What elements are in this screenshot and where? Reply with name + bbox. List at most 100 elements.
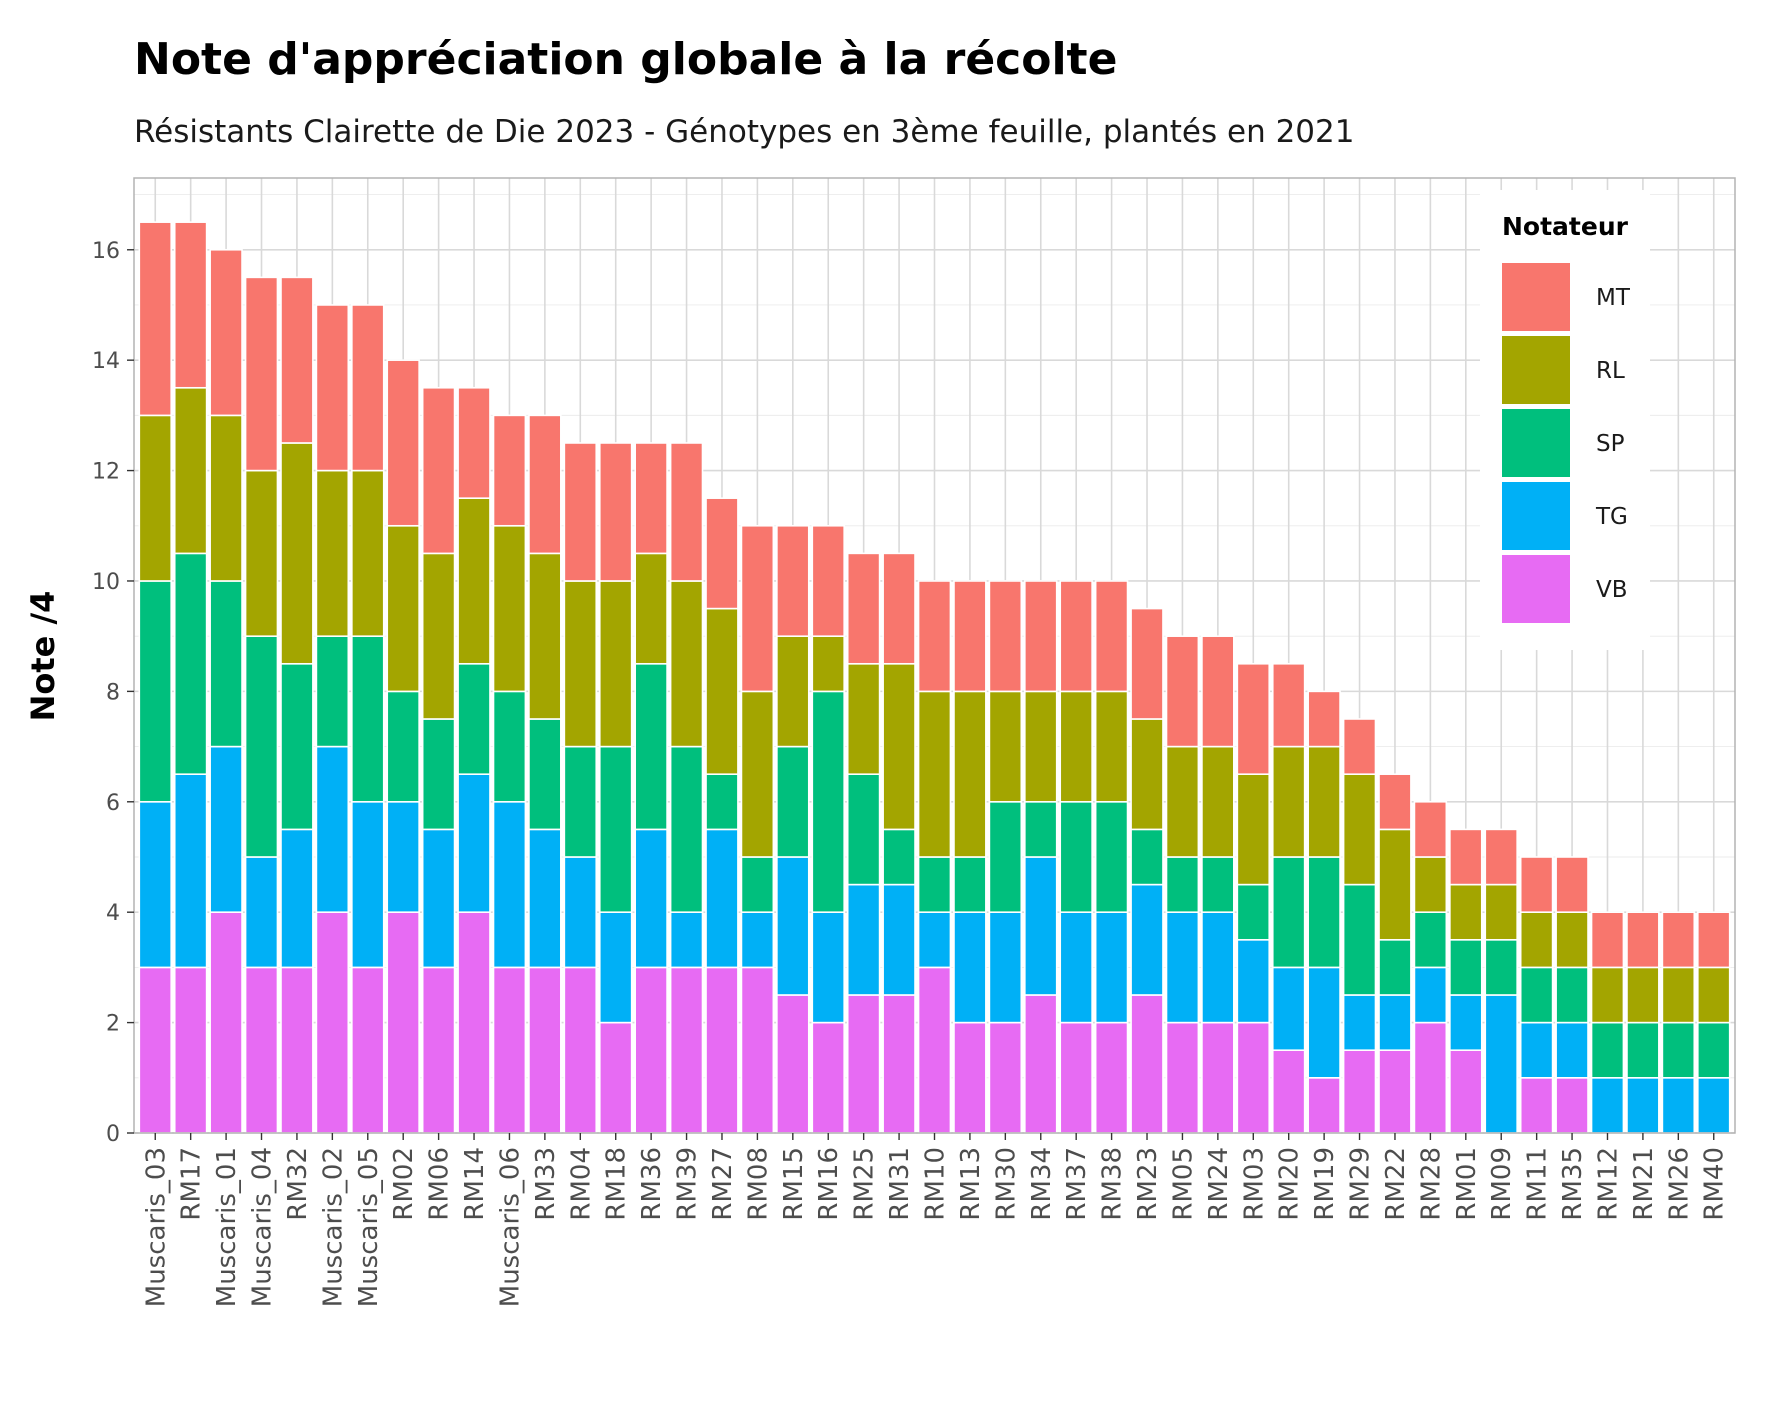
x-tick-label: RM05 <box>1168 1147 1198 1221</box>
bar-segment-tg <box>1449 994 1483 1051</box>
bar-segment-vb <box>846 994 881 1134</box>
bar-segment-sp <box>846 773 881 886</box>
bar-segment-mt <box>280 276 314 444</box>
bar-segment-vb <box>988 1021 1023 1134</box>
x-tick-label: Muscaris_04 <box>248 1147 278 1307</box>
bar-segment-mt <box>740 524 775 693</box>
y-tick-label: 0 <box>106 1122 120 1147</box>
bar-segment-sp <box>1449 938 1483 996</box>
bar-segment-vb <box>740 966 775 1134</box>
bar-segment-sp <box>953 856 987 913</box>
bar-segment-rl <box>138 414 172 582</box>
bar-segment-rl <box>492 524 527 693</box>
bar-segment-sp <box>740 856 775 913</box>
bar-segment-tg <box>1165 911 1200 1024</box>
bar-segment-mt <box>1519 856 1554 913</box>
bar-segment-mt <box>811 524 845 637</box>
bar-segment-mt <box>351 304 385 472</box>
bar-segment-vb <box>421 966 456 1134</box>
bar-segment-rl <box>173 386 208 555</box>
bar-segment-sp <box>917 856 952 913</box>
bar-segment-sp <box>315 635 350 748</box>
bar-segment-rl <box>1697 966 1731 1024</box>
bar-segment-sp <box>492 690 527 803</box>
bar-segment-mt <box>244 276 279 472</box>
x-tick-label: RM34 <box>1027 1147 1057 1221</box>
bar-segment-vb <box>953 1021 987 1134</box>
bar-segment-sp <box>457 662 491 775</box>
bar-segment-vb <box>705 966 739 1134</box>
bar-segment-tg <box>1555 1021 1589 1079</box>
bar-segment-rl <box>988 690 1023 803</box>
x-tick-label: RM26 <box>1664 1147 1694 1221</box>
bar-segment-rl <box>917 690 952 858</box>
bar-segment-sp <box>1165 856 1200 913</box>
bar-segment-mt <box>1555 856 1589 913</box>
bar-segment-vb <box>776 994 810 1134</box>
x-tick-label: RM15 <box>779 1147 809 1221</box>
chart-title: Note d'appréciation globale à la récolte <box>134 34 1117 85</box>
bar-segment-sp <box>1555 966 1589 1024</box>
bar-segment-tg <box>882 883 916 996</box>
bar-segment-vb <box>1413 1021 1448 1134</box>
bars <box>138 221 1731 1134</box>
x-tick-label: RM24 <box>1204 1147 1234 1221</box>
bar-segment-tg <box>173 773 208 969</box>
bar-segment-rl <box>1626 966 1660 1024</box>
bar-segment-vb <box>1236 1021 1271 1134</box>
x-tick-label: RM19 <box>1310 1147 1340 1221</box>
bar-segment-sp <box>244 635 279 858</box>
bar-segment-sp <box>1201 856 1235 913</box>
bar-segment-mt <box>1697 911 1731 969</box>
bar-segment-mt <box>528 414 562 555</box>
bar-segment-vb <box>315 911 350 1134</box>
bar-segment-tg <box>917 911 952 969</box>
bar-segment-sp <box>811 690 845 913</box>
bar-segment-sp <box>1130 828 1164 886</box>
bar-segment-vb <box>1130 994 1164 1134</box>
bar-segment-rl <box>1342 773 1377 886</box>
bar-segment-rl <box>1307 745 1341 858</box>
bar-segment-mt <box>1413 800 1448 858</box>
x-tick-label: RM02 <box>389 1147 419 1221</box>
bar-segment-vb <box>1201 1021 1235 1134</box>
bar-segment-sp <box>209 580 243 748</box>
bar-segment-sp <box>1413 911 1448 969</box>
bar-segment-sp <box>421 718 456 831</box>
x-axis: Muscaris_03 RM17 Muscaris_01 Muscaris_04 RM3… <box>141 1133 1730 1307</box>
bar-segment-mt <box>669 442 704 582</box>
bar-segment-vb <box>351 966 385 1134</box>
bar-segment-vb <box>1271 1049 1306 1134</box>
bar-segment-mt <box>1378 773 1412 831</box>
bar-segment-mt <box>634 442 668 555</box>
bar-segment-sp <box>776 745 810 858</box>
bar-segment-sp <box>1661 1021 1696 1079</box>
bar-segment-vb <box>244 966 279 1134</box>
bar-segment-rl <box>1590 966 1625 1024</box>
bar-segment-tg <box>953 911 987 1024</box>
bar-segment-rl <box>598 580 633 748</box>
bar-segment-tg <box>1271 966 1306 1051</box>
x-tick-label: RM23 <box>1133 1147 1163 1221</box>
bar-segment-tg <box>988 911 1023 1024</box>
bar-segment-sp <box>669 745 704 913</box>
bar-segment-rl <box>811 635 845 693</box>
legend-swatch-sp <box>1502 409 1570 477</box>
bar-segment-rl <box>1130 718 1164 831</box>
y-tick-label: 2 <box>106 1012 120 1037</box>
x-tick-label: RM39 <box>673 1147 703 1221</box>
bar-segment-rl <box>669 580 704 748</box>
bar-segment-sp <box>1271 856 1306 969</box>
bar-segment-tg <box>351 800 385 969</box>
bar-segment-tg <box>634 828 668 969</box>
bar-segment-vb <box>209 911 243 1134</box>
bar-segment-mt <box>1201 635 1235 748</box>
bar-segment-rl <box>1449 883 1483 941</box>
bar-segment-mt <box>209 248 243 417</box>
bar-segment-sp <box>1519 966 1554 1024</box>
chart-subtitle: Résistants Clairette de Die 2023 - Génot… <box>134 114 1354 150</box>
bar-segment-tg <box>563 856 598 969</box>
bar-segment-vb <box>1555 1076 1589 1134</box>
bar-segment-mt <box>457 386 491 499</box>
bar-segment-tg <box>209 745 243 913</box>
